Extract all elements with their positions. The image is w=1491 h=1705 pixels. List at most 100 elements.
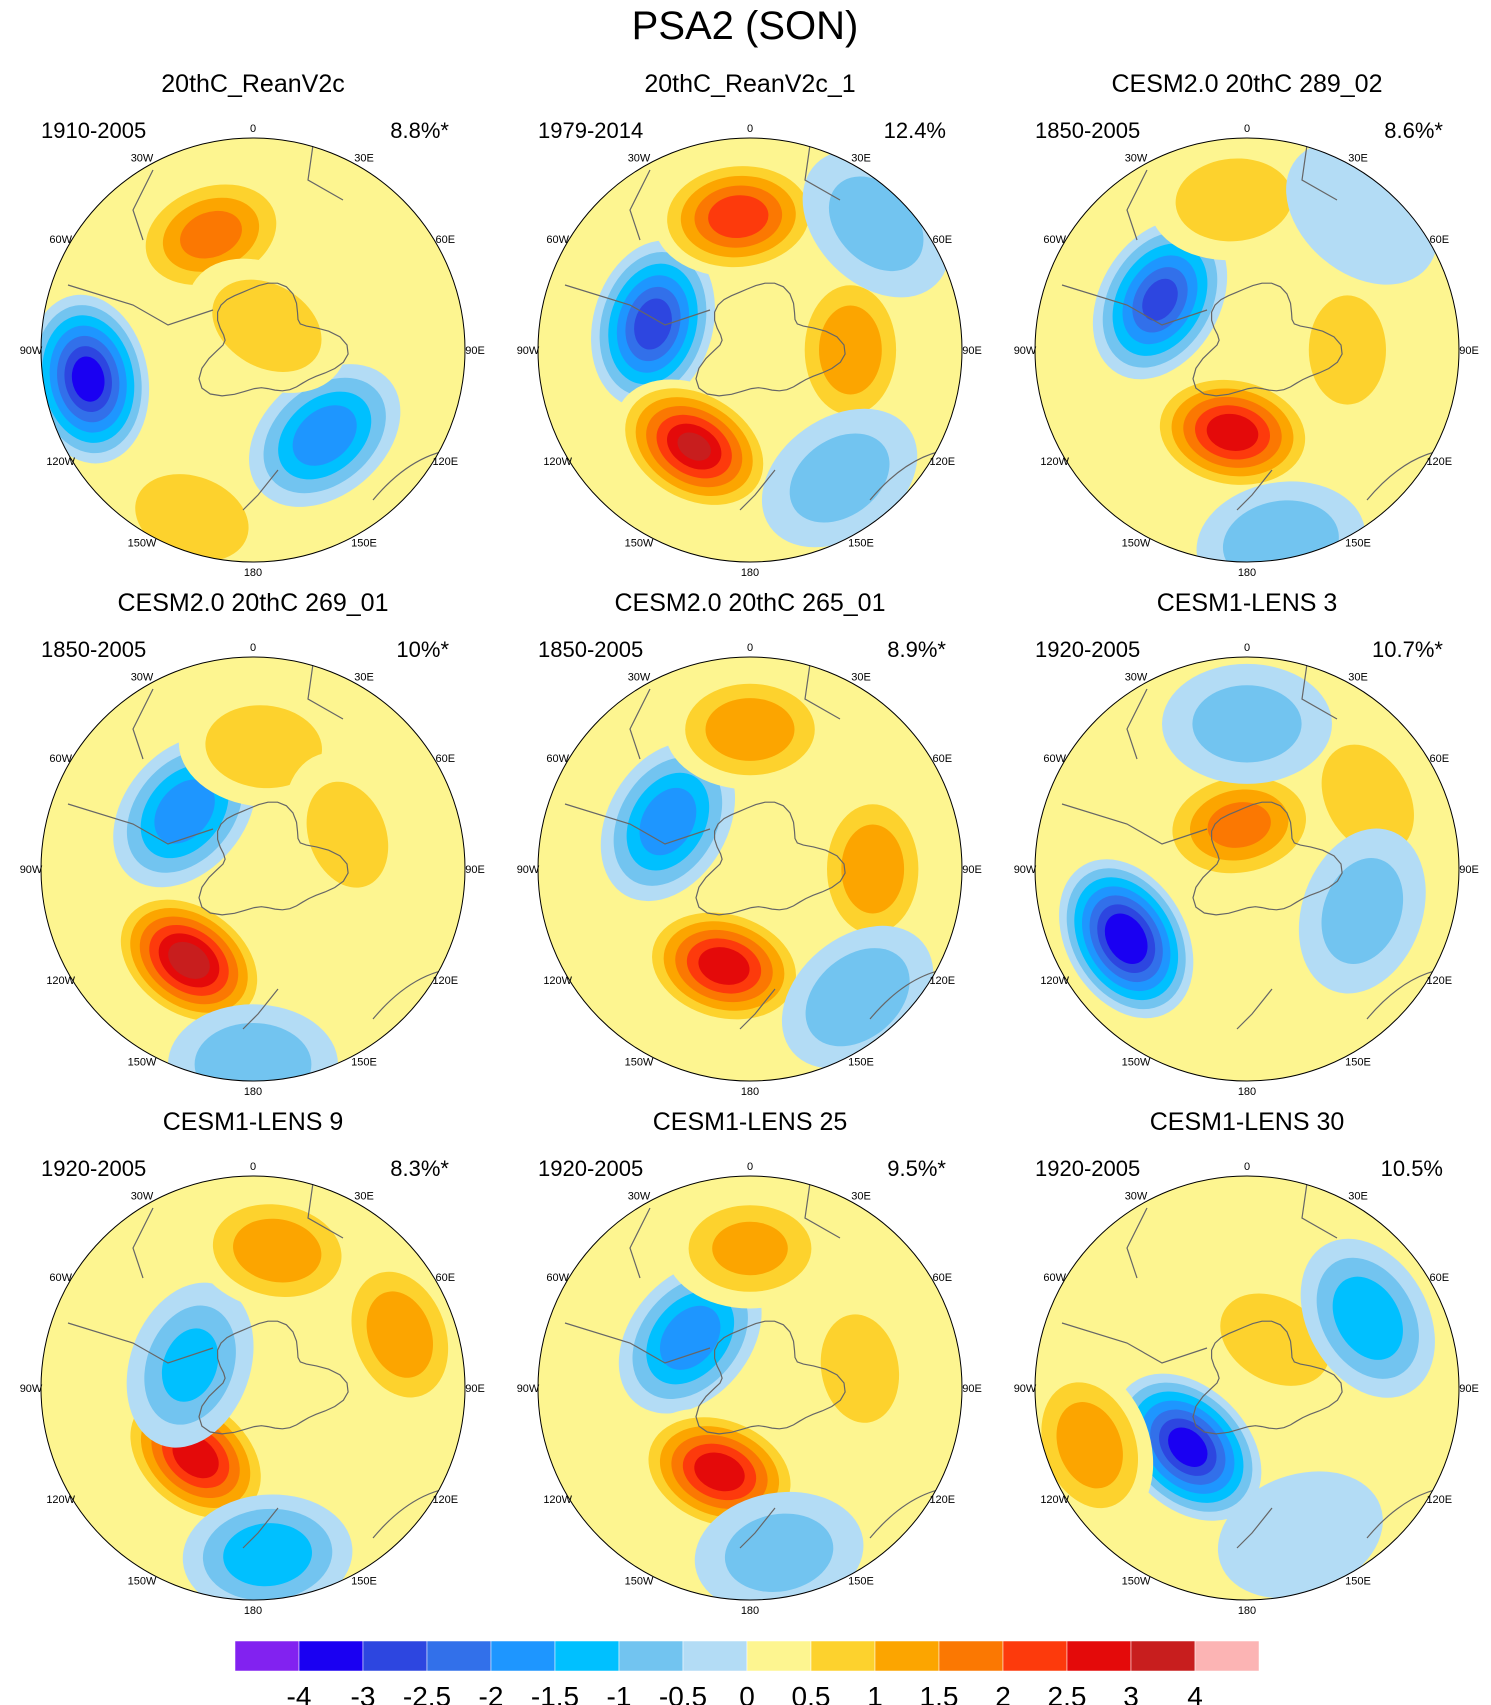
longitude-label: 0 — [747, 1161, 753, 1173]
colorbar-swatch — [1002, 1640, 1068, 1672]
map-boundary — [1034, 137, 1460, 563]
peninsula-coastline — [1061, 284, 1208, 326]
anomaly-contour — [1207, 802, 1271, 848]
longitude-label: 60W — [546, 234, 569, 246]
australia-coastline — [372, 448, 465, 501]
longitude-label: 30W — [628, 672, 651, 684]
longitude-label: 60E — [933, 753, 953, 765]
australia-coastline — [869, 967, 962, 1020]
panel-title: CESM2.0 20thC 265_01 — [614, 589, 885, 617]
africa-coastline — [1301, 1182, 1338, 1239]
australia-coastline — [1366, 1486, 1459, 1539]
longitude-label: 150E — [351, 1575, 377, 1587]
panel-period: 1850-2005 — [41, 637, 146, 662]
map-disk — [41, 1176, 465, 1600]
longitude-label: 150E — [1345, 1575, 1371, 1587]
longitude-label: 60E — [1430, 234, 1450, 246]
longitude-label: 60W — [49, 753, 72, 765]
new-zealand-coastline — [242, 988, 279, 1030]
anomaly-contour — [135, 474, 249, 562]
panel-variance: 10.7%* — [1372, 637, 1443, 662]
south-america-coastline — [132, 688, 154, 760]
australia-coastline — [1366, 967, 1459, 1020]
longitude-label: 60E — [933, 1272, 953, 1284]
longitude-label: 150E — [848, 1056, 874, 1068]
colorbar-tick-label: -4 — [287, 1681, 312, 1705]
longitude-label: 60W — [49, 1272, 72, 1284]
longitude-label: 30E — [354, 672, 374, 684]
colorbar-tick-label: 4 — [1187, 1681, 1203, 1705]
panel-title: CESM2.0 20thC 289_02 — [1111, 70, 1382, 98]
longitude-label: 150W — [1122, 537, 1151, 549]
longitude-label: 180 — [1238, 1605, 1256, 1617]
colorbar-swatch — [682, 1640, 748, 1672]
longitude-label: 90E — [465, 1383, 485, 1395]
longitude-label: 150W — [128, 537, 157, 549]
map-disk — [41, 138, 465, 562]
longitude-label: 30W — [131, 672, 154, 684]
longitude-label: 30E — [354, 1191, 374, 1203]
longitude-label: 90W — [517, 345, 540, 357]
longitude-label: 150W — [625, 537, 654, 549]
longitude-label: 120W — [1040, 456, 1069, 468]
longitude-label: 0 — [1244, 123, 1250, 135]
longitude-label: 150W — [625, 1575, 654, 1587]
map-disk — [1035, 657, 1459, 1081]
longitude-label: 90E — [1459, 1383, 1479, 1395]
anomaly-contour — [708, 195, 769, 238]
panel-variance: 10%* — [396, 637, 449, 662]
colorbar-tick-label: -3 — [351, 1681, 376, 1705]
panel-period: 1920-2005 — [1035, 1156, 1140, 1181]
panel-period: 1910-2005 — [41, 118, 146, 143]
anomaly-contour — [1321, 744, 1414, 854]
longitude-label: 90E — [1459, 345, 1479, 357]
colorbar-swatch — [362, 1640, 428, 1672]
longitude-label: 90W — [1014, 1383, 1037, 1395]
colorbar-swatch — [938, 1640, 1004, 1672]
anomaly-contour — [154, 779, 215, 844]
colorbar-swatch — [426, 1640, 492, 1672]
longitude-label: 120W — [543, 1494, 572, 1506]
colorbar-tick-label: 2.5 — [1048, 1681, 1087, 1705]
longitude-label: 90W — [517, 1383, 540, 1395]
map-boundary — [40, 137, 466, 563]
longitude-label: 180 — [244, 1605, 262, 1617]
anomaly-contour — [1056, 1402, 1123, 1489]
map-disk — [538, 1176, 962, 1600]
anomaly-contour — [233, 1218, 322, 1283]
panel-title: CESM1-LENS 30 — [1150, 1108, 1345, 1136]
peninsula-coastline — [67, 1322, 214, 1364]
longitude-label: 30E — [1348, 153, 1368, 165]
africa-coastline — [1301, 663, 1338, 720]
map-panel: CESM2.0 20thC 269_01 1850-2005 10%* 0 30E 60E… — [20, 589, 485, 1098]
panel-period: 1979-2014 — [538, 118, 643, 143]
antarctica-coastline — [198, 282, 349, 397]
longitude-label: 90E — [1459, 864, 1479, 876]
longitude-label: 150E — [848, 1575, 874, 1587]
anomaly-contour — [805, 948, 910, 1047]
longitude-label: 0 — [250, 642, 256, 654]
colorbar-tick-label: -0.5 — [659, 1681, 707, 1705]
longitude-label: 120W — [543, 456, 572, 468]
longitude-label: 30W — [628, 1191, 651, 1203]
longitude-label: 30W — [131, 153, 154, 165]
panel-variance: 10.5% — [1381, 1156, 1443, 1181]
longitude-label: 150W — [1122, 1575, 1151, 1587]
colorbar-tick-label: 0.5 — [792, 1681, 831, 1705]
south-america-coastline — [132, 1207, 154, 1279]
map-boundary — [1034, 1175, 1460, 1601]
antarctica-coastline — [198, 1320, 349, 1435]
africa-coastline — [804, 144, 841, 201]
longitude-label: 30W — [1125, 153, 1148, 165]
longitude-label: 180 — [1238, 1086, 1256, 1098]
map-disk — [1035, 1176, 1459, 1600]
longitude-label: 60E — [436, 1272, 456, 1284]
anomaly-contour — [1192, 685, 1302, 763]
antarctica-coastline — [1192, 801, 1343, 916]
antarctica-coastline — [695, 801, 846, 916]
longitude-label: 150W — [128, 1575, 157, 1587]
longitude-label: 150E — [351, 537, 377, 549]
longitude-label: 0 — [1244, 1161, 1250, 1173]
new-zealand-coastline — [739, 469, 776, 511]
panel-period: 1920-2005 — [1035, 637, 1140, 662]
